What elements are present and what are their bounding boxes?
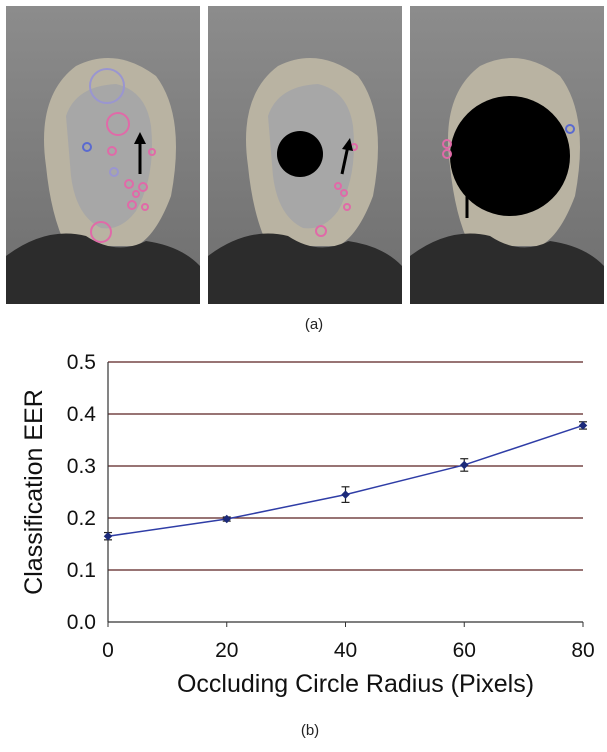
face-image-original (6, 6, 200, 304)
series-polyline (107, 424, 584, 537)
face-image-large-occluder (410, 6, 604, 304)
y-axis-label: Classification EER (20, 389, 48, 595)
y-tick-label: 0.1 (67, 559, 96, 582)
tick-labels: 0.0 0.1 0.2 0.3 0.4 0.5 0 20 40 60 80 (67, 351, 595, 662)
grid-lines (108, 361, 583, 571)
face-panel-small-occluder (208, 6, 402, 304)
occluding-circle-small (277, 131, 323, 177)
y-tick-label: 0.5 (67, 351, 96, 374)
y-tick-label: 0.3 (67, 455, 96, 478)
caption-b: (b) (300, 722, 320, 739)
data-point (341, 490, 350, 499)
x-tick-label: 80 (571, 639, 594, 662)
data-point (578, 421, 588, 430)
x-tick-label: 60 (453, 639, 476, 662)
data-point (460, 460, 469, 470)
data-point (222, 514, 231, 524)
eer-chart: 0.0 0.1 0.2 0.3 0.4 0.5 0 20 40 60 80 Classificati… (20, 351, 595, 698)
y-tick-label: 0.4 (67, 403, 97, 426)
caption-a: (a) (304, 316, 324, 333)
series-line (103, 421, 588, 541)
x-axis-label: Occluding Circle Radius (Pixels) (177, 670, 534, 698)
x-tick-label: 40 (334, 639, 357, 662)
x-tick-label: 0 (102, 639, 114, 662)
face-image-small-occluder (208, 6, 402, 304)
x-tick-label: 20 (215, 639, 238, 662)
face-panel-large-occluder (410, 6, 604, 304)
y-tick-label: 0.0 (67, 611, 96, 634)
axes (107, 362, 584, 627)
face-panel-original (6, 6, 200, 304)
data-point (103, 531, 113, 541)
occluding-circle-large (450, 96, 570, 216)
y-tick-label: 0.2 (67, 507, 96, 530)
